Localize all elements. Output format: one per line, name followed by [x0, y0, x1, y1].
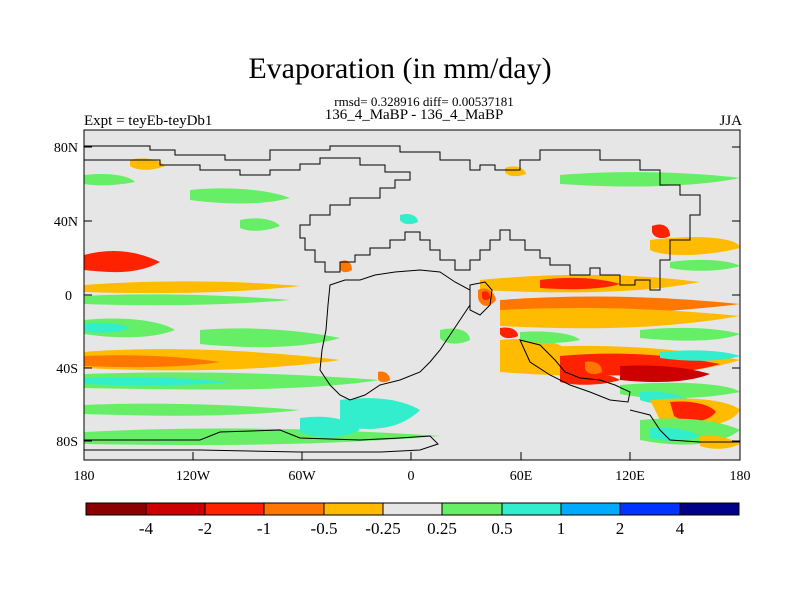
- contour-fill-positive: [84, 322, 130, 333]
- evaporation-difference-field: [84, 158, 740, 449]
- contour-fill-positive: [84, 403, 300, 416]
- contour-fill-negative: [84, 355, 220, 368]
- lon-label-60e: 60E: [510, 469, 533, 484]
- lon-label-120e: 120E: [615, 469, 645, 484]
- colorbar-box-1: [145, 502, 206, 516]
- colorbar-label-neg05: -0.5: [311, 519, 338, 538]
- east-islands-coast: [519, 339, 631, 403]
- contour-fill-positive: [84, 294, 290, 306]
- contour-fill-positive: [640, 327, 740, 341]
- season-label: JJA: [719, 113, 742, 129]
- colorbar-label-neg2: -2: [198, 519, 212, 538]
- indian-island-coast: [469, 281, 493, 316]
- lon-label-180e: 180: [730, 469, 751, 484]
- map-title: Evaporation (in mm/day): [248, 52, 552, 85]
- lon-label-0: 0: [408, 469, 415, 484]
- southern-continent-coast: [319, 269, 471, 401]
- period-line: 136_4_MaBP - 136_4_MaBP: [324, 107, 504, 123]
- lon-label-120w: 120W: [176, 469, 211, 484]
- contour-fill-negative: [482, 291, 490, 301]
- contour-fill-positive: [84, 173, 135, 186]
- contour-fill-negative: [500, 308, 740, 329]
- contour-fill-positive: [520, 331, 580, 343]
- coastlines: [84, 145, 740, 453]
- contour-fill-negative: [650, 237, 740, 255]
- contour-fill-negative: [130, 158, 165, 170]
- colorbar-label-pos2: 2: [616, 519, 625, 538]
- colorbar: -4 -2 -1 -0.5 -0.25 0.25 0.5 1 2 4: [85, 502, 740, 538]
- contour-fill-positive: [660, 350, 740, 361]
- colorbar-label-pos4: 4: [676, 519, 685, 538]
- lon-label-60w: 60W: [288, 469, 316, 484]
- contour-fill-negative: [84, 250, 160, 273]
- contour-fill-positive: [300, 416, 360, 437]
- colorbar-label-neg1: -1: [257, 519, 271, 538]
- colorbar-box-2: [204, 502, 265, 516]
- contour-fill-negative: [500, 327, 518, 339]
- lon-label-180w: 180: [74, 469, 95, 484]
- colorbar-box-6: [441, 502, 503, 516]
- contour-fill-negative: [340, 260, 352, 273]
- lat-label-80s: 80S: [56, 435, 78, 450]
- colorbar-label-neg4: -4: [139, 519, 154, 538]
- colorbar-label-pos025: 0.25: [427, 519, 457, 538]
- lat-label-40n: 40N: [54, 215, 78, 230]
- antarctic-east-coast: [629, 409, 740, 443]
- colorbar-box-9: [619, 502, 681, 516]
- colorbar-label-neg025: -0.25: [365, 519, 400, 538]
- colorbar-box-8: [560, 502, 621, 516]
- contour-fill-positive: [670, 259, 740, 271]
- contour-fill-negative: [378, 371, 390, 383]
- contour-fill-positive: [650, 427, 700, 441]
- colorbar-box-10: [679, 502, 740, 516]
- contour-fill-positive: [440, 328, 470, 344]
- contour-fill-positive: [400, 213, 418, 225]
- contour-fill-negative: [540, 277, 620, 290]
- contour-fill-positive: [340, 398, 420, 429]
- lat-label-80n: 80N: [54, 141, 78, 156]
- contour-fill-negative: [84, 281, 300, 294]
- stats-line: rmsd= 0.328916 diff= 0.00537181: [334, 94, 514, 109]
- colorbar-box-7: [501, 502, 562, 516]
- contour-fill-negative: [670, 401, 716, 422]
- axis-ticks: [83, 146, 741, 460]
- contour-fill-negative: [652, 224, 670, 239]
- colorbar-label-pos05: 0.5: [491, 519, 512, 538]
- antarctic-coast: [84, 429, 439, 453]
- contour-fill-positive: [84, 377, 230, 386]
- colorbar-box-3: [263, 502, 325, 516]
- colorbar-box-5: [382, 502, 443, 516]
- contour-fill-positive: [200, 328, 340, 348]
- contour-fill-negative: [620, 365, 710, 382]
- contour-fill-negative: [505, 166, 526, 177]
- contour-fill-negative: [585, 361, 602, 375]
- colorbar-box-4: [323, 502, 384, 516]
- contour-fill-positive: [240, 218, 280, 231]
- experiment-label: Expt = teyEb-teyDb1: [84, 113, 213, 129]
- contour-fill-positive: [190, 188, 290, 204]
- contour-fill-positive: [560, 172, 740, 187]
- colorbar-box-0: [85, 502, 147, 516]
- colorbar-label-pos1: 1: [557, 519, 566, 538]
- northern-continent-coast: [84, 145, 701, 291]
- lat-label-40s: 40S: [56, 362, 78, 377]
- lat-label-0: 0: [65, 289, 72, 304]
